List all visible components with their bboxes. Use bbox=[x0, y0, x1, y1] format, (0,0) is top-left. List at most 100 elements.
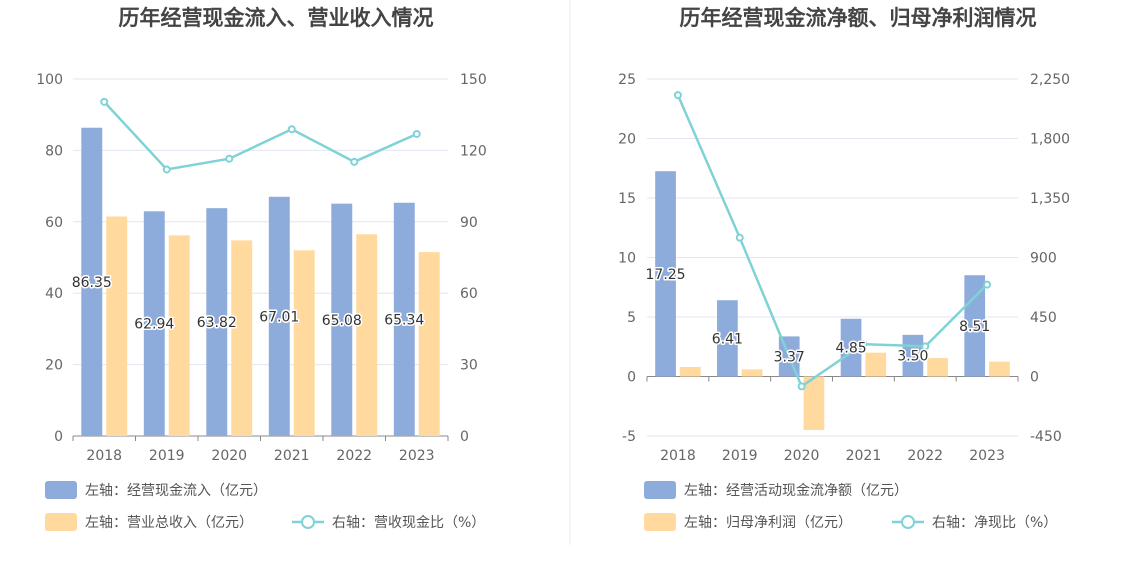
chart1-ratio-line bbox=[103, 100, 418, 171]
chart2-right-tick: 450 bbox=[1030, 310, 1057, 326]
chart1-bar-primary bbox=[331, 203, 353, 436]
chart1-right-tick: 120 bbox=[460, 143, 487, 159]
chart1-data-label: 65.34 bbox=[384, 312, 424, 328]
chart1-data-label: 63.82 bbox=[197, 315, 237, 331]
chart2-left-tick: -5 bbox=[622, 429, 636, 445]
chart1-bar-secondary bbox=[293, 250, 315, 436]
chart2-right-tick: 1,800 bbox=[1030, 132, 1070, 148]
chart1-ratio-point bbox=[287, 125, 296, 134]
chart1-x-tick: 2019 bbox=[149, 448, 185, 464]
chart1-right-tick: 150 bbox=[460, 72, 487, 88]
chart2-ratio-line bbox=[676, 94, 988, 389]
chart2-legend-label[interactable]: 右轴：净现比（%） bbox=[932, 515, 1057, 531]
chart2-bar-primary bbox=[717, 300, 738, 377]
chart1-ratio-point bbox=[100, 97, 109, 106]
chart1-right-tick: 90 bbox=[460, 215, 478, 231]
chart1-data-label: 65.08 bbox=[322, 313, 362, 329]
chart1-legend-swatch[interactable] bbox=[45, 481, 77, 499]
chart1-bar-secondary bbox=[231, 240, 253, 436]
chart2-x-tick: 2018 bbox=[660, 448, 696, 464]
chart2-x-tick: 2020 bbox=[784, 448, 820, 464]
chart1-left-tick: 80 bbox=[45, 143, 63, 159]
chart2-title: 历年经营现金流净额、归母净利润情况 bbox=[680, 6, 1037, 30]
chart2-right-tick: 900 bbox=[1030, 251, 1057, 267]
chart1-x-tick: 2020 bbox=[211, 448, 247, 464]
chart1-left-tick: 100 bbox=[36, 72, 63, 88]
chart2-right-tick: 2,250 bbox=[1030, 72, 1070, 88]
chart2-bar-primary bbox=[655, 171, 676, 377]
chart2-bar-secondary bbox=[679, 366, 701, 377]
chart2-left-tick: 25 bbox=[618, 72, 636, 88]
chart2-legend-swatch[interactable] bbox=[644, 481, 676, 499]
chart1-ratio-point bbox=[412, 129, 421, 138]
chart2-bar-secondary bbox=[865, 352, 887, 377]
chart1-bar-secondary bbox=[356, 234, 378, 436]
chart2-ratio-point bbox=[673, 91, 682, 100]
chart2-data-label: 4.85 bbox=[835, 341, 866, 357]
chart1-legend-label[interactable]: 左轴：营业总收入（亿元） bbox=[85, 515, 253, 531]
chart1-legend-label[interactable]: 左轴：经营现金流入（亿元） bbox=[85, 483, 267, 499]
chart1-legend-label[interactable]: 右轴：营收现金比（%） bbox=[332, 515, 485, 531]
chart2-legend-marker[interactable] bbox=[901, 515, 915, 529]
chart2-x-tick: 2019 bbox=[722, 448, 758, 464]
chart2-right-tick: 1,350 bbox=[1030, 191, 1070, 207]
chart2-data-label: 6.41 bbox=[712, 331, 743, 347]
chart1-bar-primary bbox=[143, 211, 165, 436]
chart2-ratio-point bbox=[921, 342, 930, 351]
chart2-left-tick: 15 bbox=[618, 191, 636, 207]
chart1-left-tick: 0 bbox=[54, 429, 63, 445]
chart1-bar-secondary bbox=[418, 252, 440, 436]
chart2-left-tick: 20 bbox=[618, 132, 636, 148]
chart1-left-tick: 20 bbox=[45, 358, 63, 374]
chart1-ratio-point bbox=[350, 157, 359, 166]
chart2-left-tick: 0 bbox=[627, 370, 636, 386]
chart1-ratio-point bbox=[225, 154, 234, 163]
chart2-right-tick: -450 bbox=[1030, 429, 1062, 445]
chart1-data-label: 67.01 bbox=[259, 309, 299, 325]
chart1-title: 历年经营现金流入、营业收入情况 bbox=[119, 6, 434, 30]
chart1-left-tick: 40 bbox=[45, 286, 63, 302]
chart1-x-tick: 2022 bbox=[336, 448, 372, 464]
chart1-left-tick: 60 bbox=[45, 215, 63, 231]
chart2-data-label: 8.51 bbox=[959, 319, 990, 335]
chart2-ratio-point bbox=[797, 382, 806, 391]
chart2-bar-secondary bbox=[989, 361, 1010, 377]
chart2-bar-secondary bbox=[803, 376, 825, 431]
chart1-right-tick: 30 bbox=[460, 358, 478, 374]
chart2-legend-label[interactable]: 左轴：归母净利润（亿元） bbox=[684, 514, 852, 531]
chart1-bar-primary bbox=[268, 196, 290, 436]
chart2-left-tick: 5 bbox=[627, 310, 636, 326]
chart1-data-label: 62.94 bbox=[134, 317, 174, 333]
chart2-legend-label[interactable]: 左轴：经营活动现金流净额（亿元） bbox=[684, 483, 908, 499]
chart2-data-label: 3.50 bbox=[897, 349, 928, 365]
chart1-x-tick: 2021 bbox=[274, 448, 310, 464]
chart1-x-tick: 2018 bbox=[86, 448, 122, 464]
chart1-bar-secondary bbox=[106, 216, 128, 436]
chart2-right-tick: 0 bbox=[1030, 370, 1039, 386]
chart2-bar-secondary bbox=[927, 358, 948, 377]
chart2-ratio-point bbox=[735, 233, 744, 242]
chart1-bar-primary bbox=[393, 202, 415, 436]
chart1-x-tick: 2023 bbox=[399, 448, 435, 464]
chart1-right-tick: 0 bbox=[460, 429, 469, 445]
chart2-x-tick: 2023 bbox=[969, 448, 1005, 464]
chart1-ratio-point bbox=[162, 165, 171, 174]
chart1-bar-primary bbox=[206, 208, 228, 436]
chart2-data-label: 3.37 bbox=[774, 349, 805, 365]
chart2-left-tick: 10 bbox=[618, 251, 636, 267]
chart2-legend-swatch[interactable] bbox=[644, 513, 676, 531]
chart2-x-tick: 2021 bbox=[846, 448, 882, 464]
chart1-bar-secondary bbox=[168, 235, 190, 436]
chart2-ratio-point bbox=[859, 340, 868, 349]
chart1-legend-swatch[interactable] bbox=[45, 513, 77, 531]
chart2-bar-secondary bbox=[741, 369, 763, 377]
chart1-legend-marker[interactable] bbox=[301, 515, 315, 529]
chart1-right-tick: 60 bbox=[460, 286, 478, 302]
chart2-bar-primary bbox=[840, 318, 862, 377]
chart2-ratio-point bbox=[983, 280, 992, 289]
chart1-bar-primary bbox=[81, 127, 103, 436]
chart2-data-label: 17.25 bbox=[646, 267, 686, 283]
chart1-data-label: 86.35 bbox=[72, 275, 112, 291]
